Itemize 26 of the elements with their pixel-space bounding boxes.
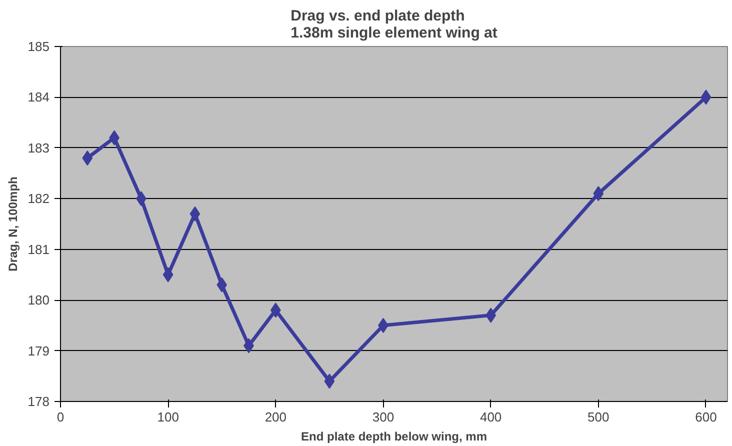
- y-tick-label: 183: [28, 140, 50, 156]
- point: [270, 302, 281, 318]
- point: [700, 90, 712, 105]
- x-tick-label: 200: [264, 410, 287, 424]
- y-axis-title: Drag, N, 100mph: [6, 176, 20, 272]
- x-axis-title: End plate depth below wing, mm: [300, 430, 488, 444]
- point: [593, 186, 604, 202]
- x-tick-label: 0: [56, 410, 64, 424]
- point: [216, 277, 228, 292]
- y-tick-label: 179: [28, 343, 50, 358]
- point: [162, 267, 174, 282]
- point: [324, 374, 335, 389]
- point: [82, 150, 93, 166]
- y-tick-label: 182: [28, 191, 50, 206]
- y-tick-label: 181: [28, 242, 50, 257]
- y-tick-label: 185: [28, 39, 50, 54]
- x-tick-label: 400: [480, 410, 502, 424]
- x-tick-label: 500: [588, 410, 610, 424]
- x-tick-label: 300: [372, 410, 394, 424]
- y-tick-label: 180: [28, 292, 50, 308]
- y-tick-label: 184: [28, 90, 50, 105]
- chart-title: Drag vs. end plate depth 1.38m single element wing at: [290, 8, 498, 42]
- point: [190, 206, 200, 222]
- y-tick-label: 178: [28, 394, 50, 409]
- x-tick-label: 100: [157, 410, 179, 424]
- x-tick-label: 600: [695, 410, 717, 424]
